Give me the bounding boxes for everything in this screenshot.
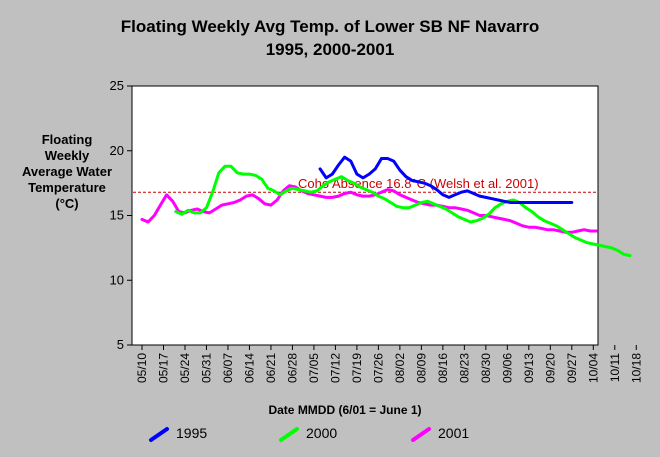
x-tick-label: 09/06 — [500, 353, 514, 383]
legend-swatch-1995 — [149, 427, 169, 442]
x-tick-label: 08/23 — [457, 353, 471, 383]
y-axis-label: Floating Weekly Average Water Temperatur… — [18, 132, 116, 212]
plot-area — [131, 85, 599, 346]
x-tick-label: 05/31 — [199, 353, 213, 383]
x-tick-label: 07/19 — [350, 353, 364, 383]
chart-subtitle: 1995, 2000-2001 — [265, 40, 395, 59]
y-tick-label: 25 — [110, 78, 124, 93]
x-tick-label: 08/16 — [436, 353, 450, 383]
x-tick-label: 08/02 — [393, 353, 407, 383]
y-tick-label: 20 — [110, 143, 124, 158]
x-tick-label: 09/27 — [565, 353, 579, 383]
x-tick-label: 06/07 — [221, 353, 235, 383]
x-tick-label: 05/24 — [178, 353, 192, 383]
y-tick-label: 5 — [117, 337, 124, 352]
x-tick-label: 06/14 — [242, 353, 256, 383]
y-axis-label-text: Floating Weekly Average Water Temperatur… — [21, 132, 113, 211]
x-tick-label: 05/10 — [135, 353, 149, 383]
x-tick-label: 07/26 — [371, 353, 385, 383]
x-tick-label: 08/09 — [414, 353, 428, 383]
legend-item-2001: 2001 — [410, 424, 490, 444]
y-tick-label: 10 — [110, 272, 124, 287]
y-tick-label: 15 — [110, 208, 124, 223]
x-tick-label: 06/21 — [264, 353, 278, 383]
legend-item-1995: 1995 — [148, 424, 228, 444]
x-tick-label: 07/05 — [307, 353, 321, 383]
series-line-1995 — [318, 155, 574, 204]
x-tick-label: 10/11 — [608, 353, 622, 382]
legend-swatch-2001 — [411, 427, 431, 442]
legend-label-2000: 2000 — [306, 425, 338, 441]
series-line-2001 — [140, 184, 598, 234]
x-tick-label: 10/04 — [586, 353, 600, 383]
legend-label-1995: 1995 — [176, 425, 208, 441]
legend-item-2000: 2000 — [278, 424, 358, 444]
x-tick-label: 06/28 — [285, 353, 299, 383]
x-tick-label: 05/17 — [156, 353, 170, 383]
legend-swatch-2000 — [279, 427, 299, 442]
x-tick-label: 08/30 — [479, 353, 493, 383]
x-axis-label: Date MMDD (6/01 = June 1) — [268, 403, 422, 417]
chart-title: Floating Weekly Avg Temp. of Lower SB NF… — [120, 17, 540, 36]
series-line-2000 — [174, 164, 632, 258]
x-tick-label: 09/13 — [522, 353, 536, 383]
x-tick-label: 07/12 — [328, 353, 342, 383]
legend-label-2001: 2001 — [438, 425, 470, 441]
x-tick-label: 10/18 — [629, 353, 643, 383]
x-tick-label: 09/20 — [543, 353, 557, 383]
